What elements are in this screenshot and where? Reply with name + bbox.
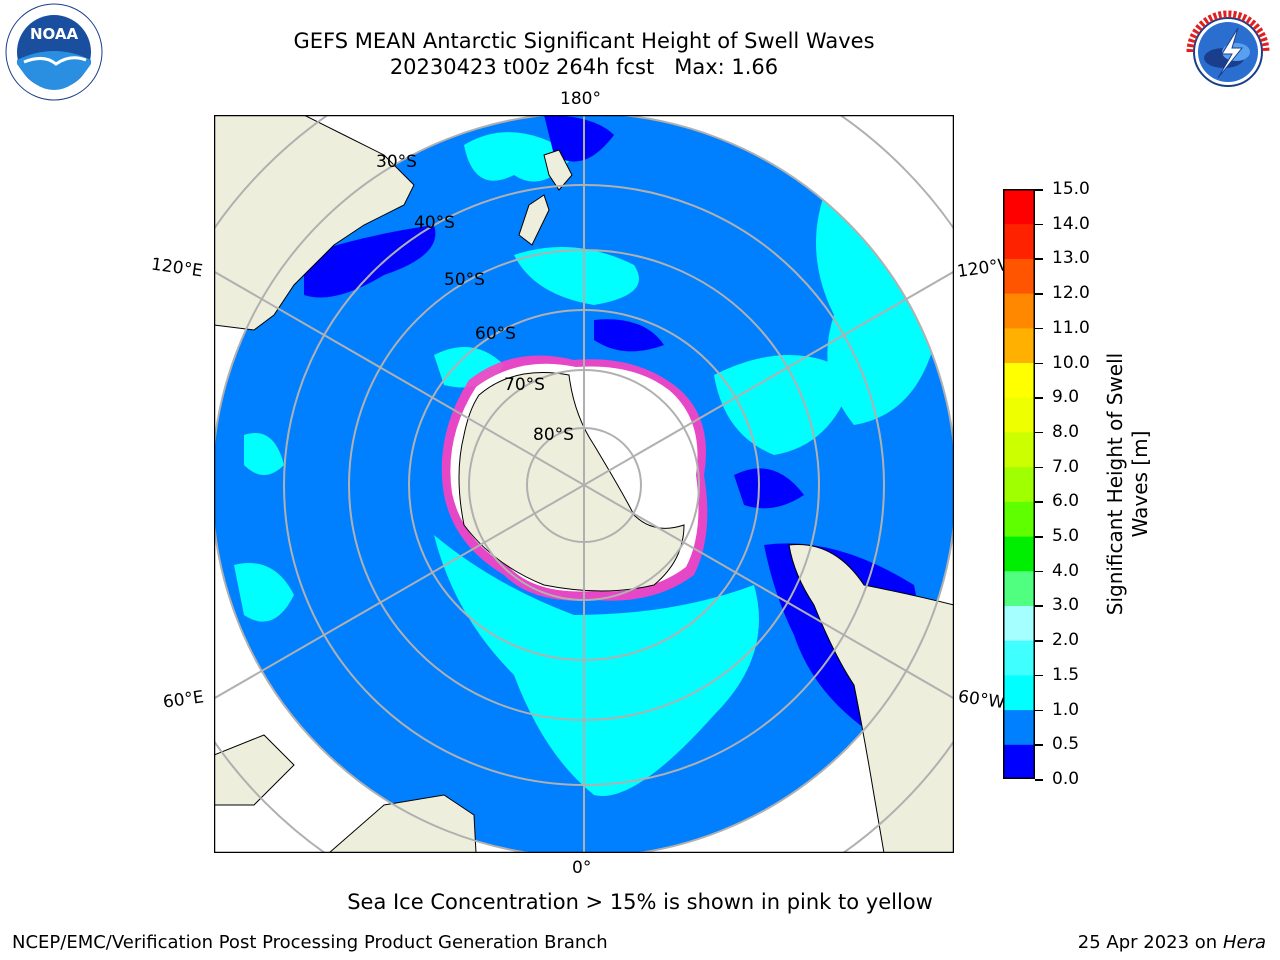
lat-label-40s: 40°S: [414, 213, 455, 233]
colorbar-tick-mark: [1035, 327, 1043, 330]
colorbar-tick-label: 12.0: [1052, 283, 1090, 304]
colorbar-tick-mark: [1035, 536, 1043, 538]
colorbar-band: [1003, 466, 1035, 502]
polar-map: [214, 115, 954, 853]
colorbar-band: [1003, 189, 1035, 225]
colorbar-tick-mark: [1035, 779, 1043, 781]
colorbar-band: [1003, 258, 1035, 294]
colorbar-tick-label: 2.0: [1052, 630, 1080, 651]
colorbar-tick-mark: [1035, 744, 1043, 746]
colorbar-tick-label: 13.0: [1052, 248, 1090, 269]
footer-credit: NCEP/EMC/Verification Post Processing Pr…: [12, 932, 608, 953]
colorbar-tick-mark: [1035, 293, 1043, 295]
colorbar-tick-label: 1.0: [1052, 699, 1080, 720]
lon-label-120e: 120°E: [149, 254, 204, 282]
footer-host: Hera: [1222, 932, 1266, 953]
colorbar-tick-mark: [1035, 258, 1043, 260]
colorbar-tick-mark: [1035, 709, 1043, 712]
antarctica: [441, 355, 708, 601]
footer-date: 25 Apr 2023 on Hera: [1078, 932, 1266, 953]
nws-logo: [1180, 4, 1276, 100]
chart-title: GEFS MEAN Antarctic Significant Height o…: [293, 29, 875, 53]
colorbar-tick-mark: [1035, 397, 1043, 399]
lon-label-60w: 60°W: [956, 686, 1007, 714]
graticule: [214, 115, 954, 853]
colorbar-tick-label: 3.0: [1052, 595, 1080, 616]
colorbar-band: [1003, 397, 1035, 433]
colorbar-label: Significant Height of Swell Waves [m]: [1103, 352, 1152, 616]
colorbar-band: [1003, 674, 1035, 711]
colorbar-tick-mark: [1035, 501, 1043, 503]
colorbar-tick-label: 11.0: [1052, 317, 1090, 338]
colorbar-band: [1003, 223, 1035, 259]
colorbar-band: [1003, 431, 1035, 468]
lat-label-70s: 70°S: [504, 375, 545, 395]
colorbar-tick-mark: [1035, 570, 1043, 573]
colorbar-band: [1003, 362, 1035, 398]
colorbar-band: [1003, 536, 1035, 572]
colorbar-tick-label: 6.0: [1052, 491, 1080, 512]
lon-label-180: 180°: [560, 89, 601, 109]
lat-label-80s: 80°S: [533, 425, 574, 445]
colorbar-tick-label: 8.0: [1052, 421, 1080, 442]
colorbar: [1003, 189, 1035, 779]
colorbar-tick-mark: [1035, 362, 1043, 365]
footer-date-text: 25 Apr 2023 on: [1077, 932, 1218, 953]
chart-subtitle: 20230423 t00z 264h fcst Max: 1.66: [389, 55, 779, 79]
colorbar-border: [1003, 189, 1035, 779]
lat-label-30s: 30°S: [376, 152, 417, 172]
colorbar-tick-label: 1.5: [1052, 664, 1080, 685]
lon-label-0: 0°: [572, 858, 592, 878]
colorbar-band: [1003, 293, 1035, 329]
lat-label-50s: 50°S: [444, 270, 485, 290]
colorbar-band: [1003, 640, 1035, 676]
colorbar-tick-label: 7.0: [1052, 456, 1080, 477]
colorbar-band: [1003, 605, 1035, 641]
lat-label-60s: 60°S: [475, 324, 516, 344]
colorbar-band: [1003, 709, 1035, 745]
colorbar-tick-label: 9.0: [1052, 387, 1080, 408]
colorbar-band: [1003, 327, 1035, 364]
colorbar-tick-mark: [1035, 431, 1043, 434]
colorbar-tick-label: 14.0: [1052, 213, 1090, 234]
noaa-logo: NOAA: [5, 3, 103, 101]
noaa-logo-text: NOAA: [30, 25, 79, 43]
colorbar-tick-label: 15.0: [1052, 179, 1090, 199]
colorbar-tick-label: 0.0: [1052, 769, 1080, 789]
colorbar-band: [1003, 501, 1035, 537]
colorbar-tick-mark: [1035, 223, 1043, 226]
colorbar-band: [1003, 744, 1035, 779]
colorbar-tick-label: 10.0: [1052, 352, 1090, 373]
colorbar-tick-mark: [1035, 466, 1043, 469]
colorbar-tick-mark: [1035, 640, 1043, 642]
colorbar-tick-label: 0.5: [1052, 734, 1080, 755]
colorbar-tick-mark: [1035, 674, 1043, 677]
colorbar-tick-label: 4.0: [1052, 560, 1080, 581]
lon-label-60e: 60°E: [161, 687, 206, 713]
colorbar-tick-label: 5.0: [1052, 526, 1080, 547]
colorbar-tick-mark: [1035, 605, 1043, 607]
colorbar-tick-mark: [1035, 189, 1043, 191]
sea-ice-note: Sea Ice Concentration > 15% is shown in …: [347, 890, 933, 914]
colorbar-band: [1003, 570, 1035, 606]
